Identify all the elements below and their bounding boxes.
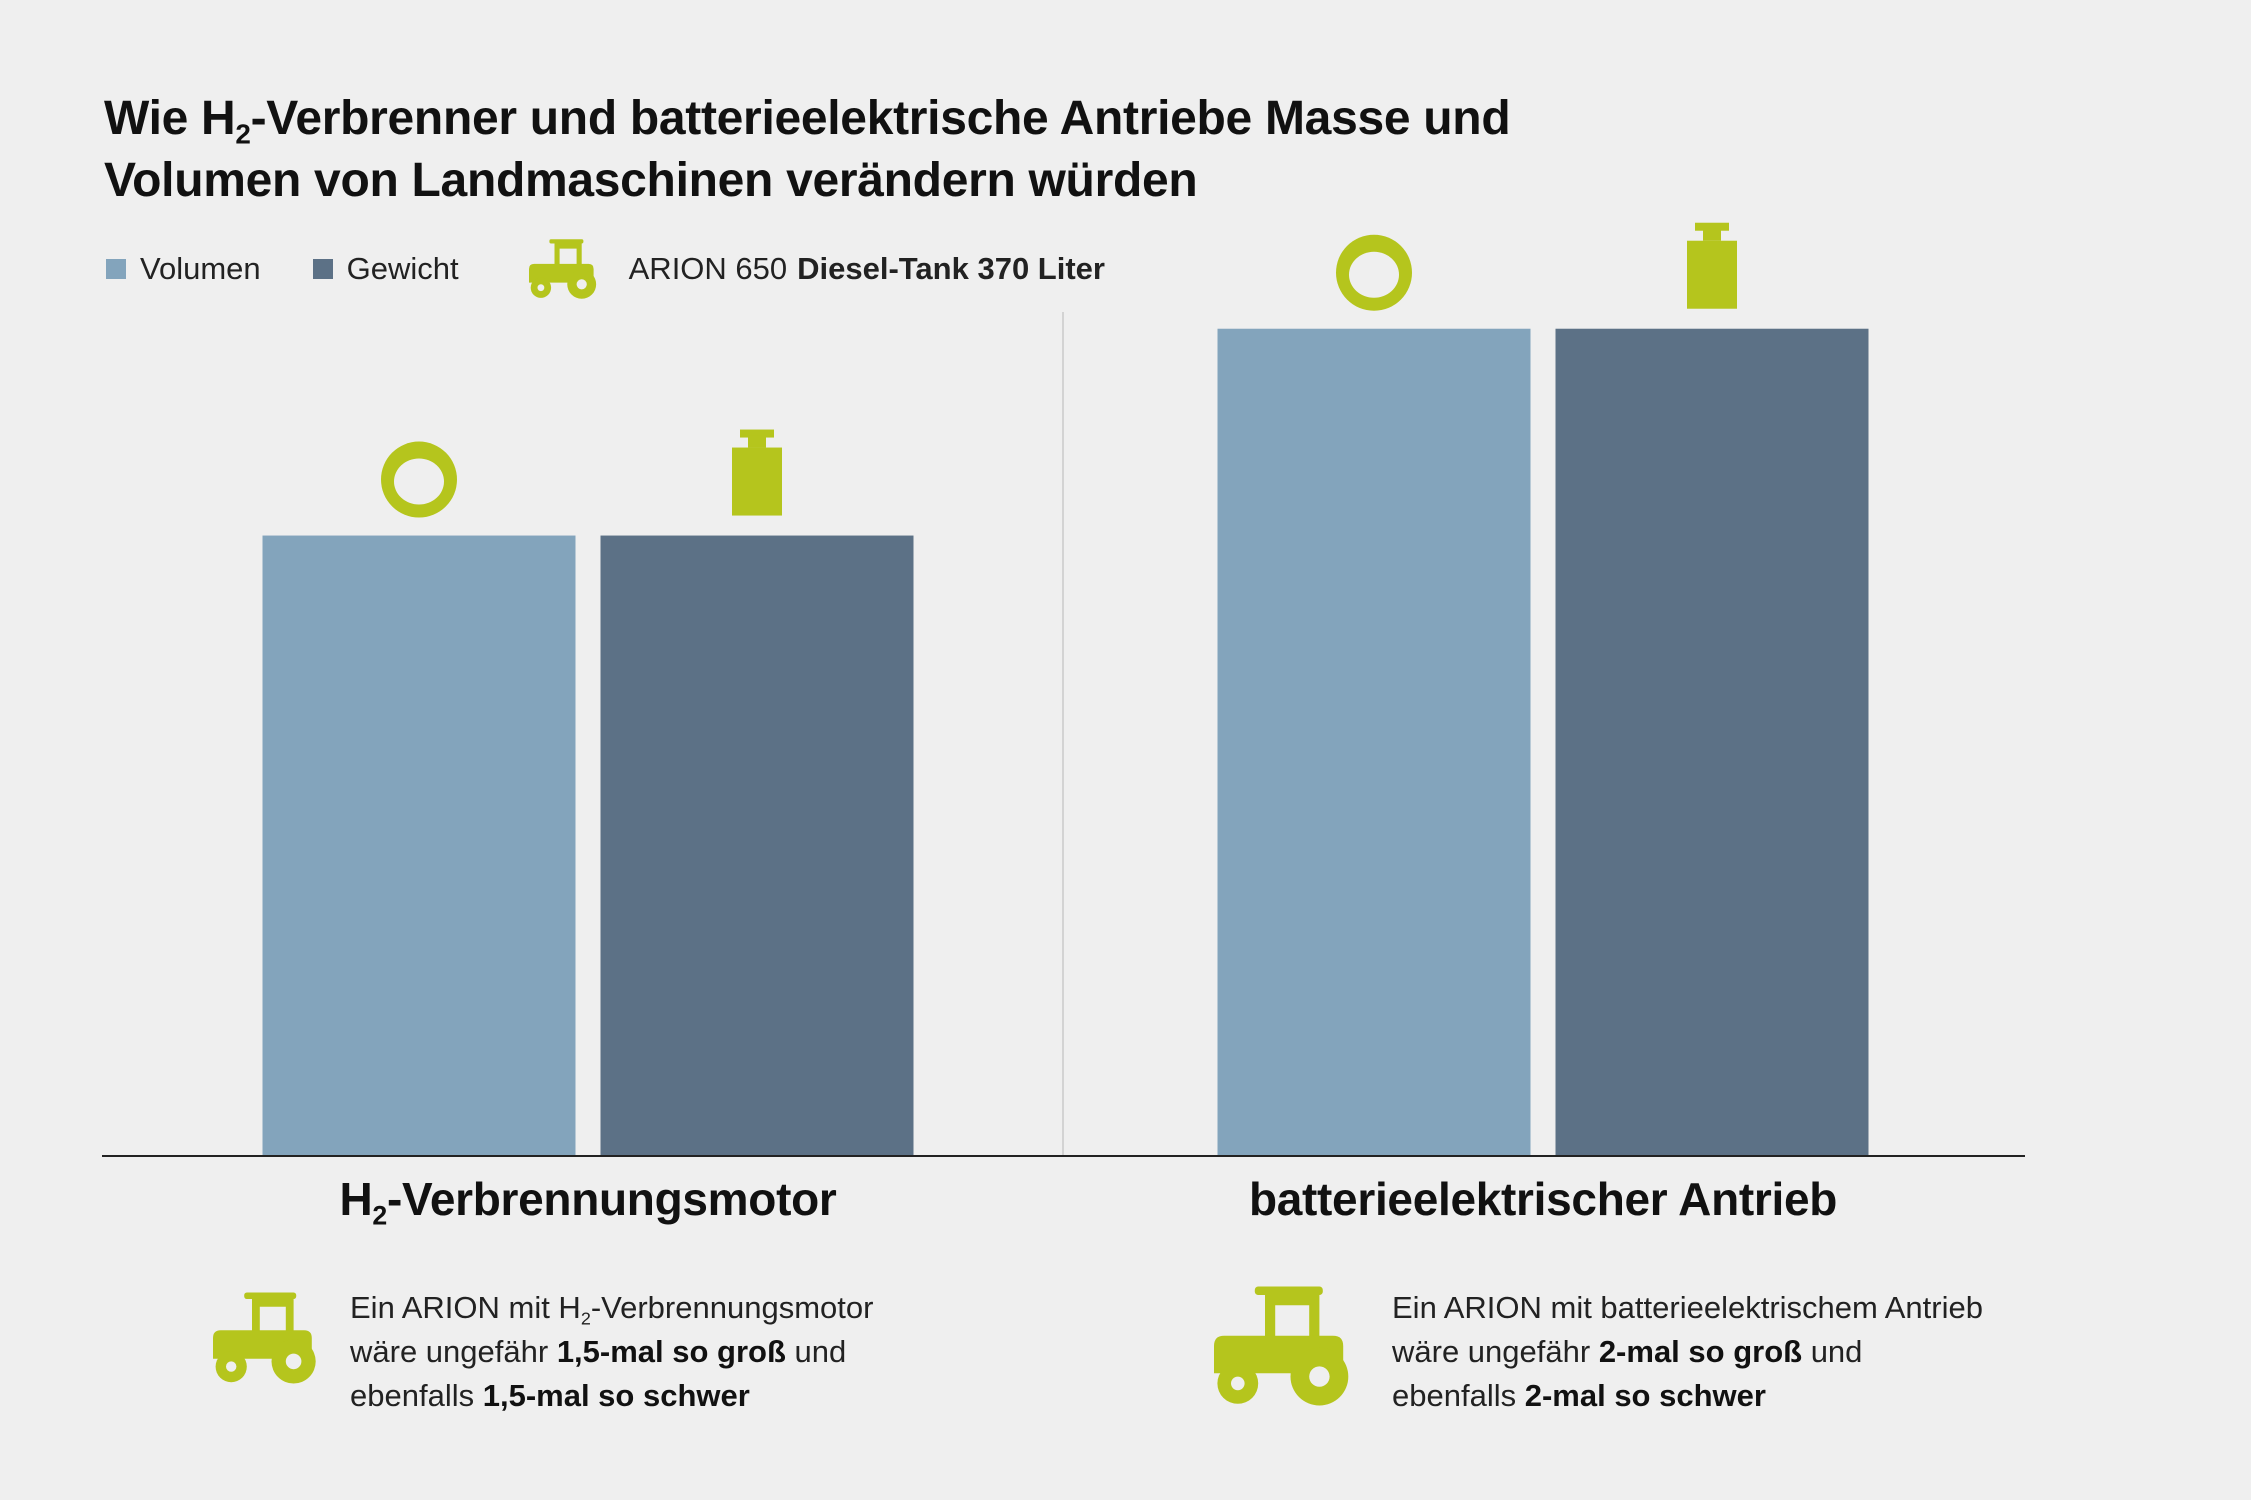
bar-gewicht-1 — [600, 535, 914, 1156]
legend-item-weight: Gewicht — [312, 251, 459, 287]
legend-swatch-volume — [106, 259, 126, 279]
bar-volumen-1 — [262, 535, 576, 1156]
chart-title-line-2: Volumen von Landmaschinen verändern würd… — [104, 154, 1198, 207]
weight-icon — [732, 429, 782, 516]
tractor-icon — [528, 239, 596, 299]
tractor-icon — [213, 1292, 316, 1384]
weight-icon-neck — [1703, 228, 1721, 241]
legend-swatch-weight — [312, 259, 333, 279]
weight-icon-body — [1687, 240, 1737, 309]
note-h2-line-2: wäre ungefähr 1,5-mal so groß und — [350, 1334, 847, 1369]
note-battery-text: Ein ARION mit batterieelektrischem Antri… — [1392, 1286, 1983, 1418]
weight-icon-body — [732, 447, 782, 516]
weight-icon-handle — [740, 429, 774, 438]
category-label-battery: batterieelektrischer Antrieb — [1248, 1173, 1838, 1225]
ring-icon-hole — [1349, 251, 1399, 298]
bar-volumen-2 — [1217, 328, 1531, 1156]
weight-icon-handle — [1695, 222, 1729, 231]
legend-reference-value: Diesel-Tank 370 Liter — [797, 251, 1105, 286]
ring-icon-hole — [394, 458, 444, 505]
note-h2: Ein ARION mit H2-Verbrennungsmotor wäre … — [200, 1286, 873, 1418]
chart-title: Wie H2-Verbrenner und batterieelektrisch… — [104, 88, 1804, 212]
note-battery-line-3: ebenfalls 2-mal so schwer — [1392, 1378, 1766, 1413]
note-h2-text: Ein ARION mit H2-Verbrennungsmotor wäre … — [350, 1286, 873, 1418]
category-label-h2: H2-Verbrennungsmotor — [339, 1173, 837, 1231]
legend-item-volume: Volumen — [106, 251, 261, 287]
note-h2-line-3: ebenfalls 1,5-mal so schwer — [350, 1378, 750, 1413]
note-h2-line-1: Ein ARION mit H2-Verbrennungsmotor — [350, 1290, 874, 1329]
legend-reference-model: ARION 650 — [628, 251, 788, 286]
legend: Volumen Gewicht ARION 650 Diesel-Tank 37… — [106, 239, 1105, 299]
weight-icon-neck — [748, 435, 766, 448]
weight-icon — [1687, 222, 1737, 309]
ring-icon — [381, 441, 457, 518]
legend-label-volume: Volumen — [140, 251, 261, 286]
ring-icon — [1336, 234, 1412, 311]
legend-label-weight: Gewicht — [346, 251, 459, 286]
legend-item-reference: ARION 650 Diesel-Tank 370 Liter — [519, 235, 1105, 303]
chart-title-line-1: Wie H2-Verbrenner und batterieelektrisch… — [104, 92, 1511, 150]
note-battery: Ein ARION mit batterieelektrischem Antri… — [1196, 1286, 1983, 1418]
note-battery-line-2: wäre ungefähr 2-mal so groß und — [1392, 1334, 1863, 1369]
bar-gewicht-2 — [1555, 328, 1869, 1156]
note-battery-line-1: Ein ARION mit batterieelektrischem Antri… — [1392, 1290, 1983, 1325]
tractor-icon — [1214, 1286, 1349, 1406]
